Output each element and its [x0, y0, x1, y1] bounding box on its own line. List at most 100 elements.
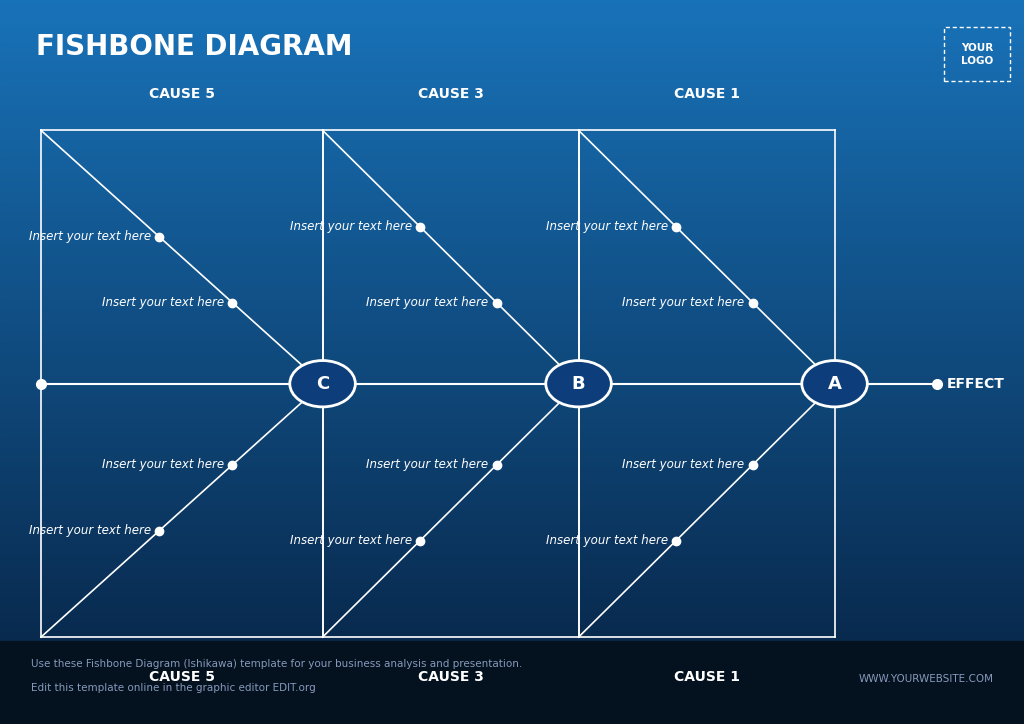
- Bar: [0, 382, 1024, 386]
- Bar: [0, 642, 1024, 647]
- Bar: [0, 545, 1024, 550]
- Bar: [0, 415, 1024, 420]
- Bar: [0, 396, 1024, 400]
- Text: A: A: [827, 375, 842, 392]
- Bar: [0, 550, 1024, 555]
- Bar: [0, 20, 1024, 24]
- Bar: [0, 603, 1024, 608]
- Text: CAUSE 1: CAUSE 1: [674, 87, 739, 101]
- Bar: [0, 299, 1024, 304]
- Bar: [0, 280, 1024, 285]
- Bar: [0, 63, 1024, 67]
- Bar: [0, 353, 1024, 357]
- Bar: [0, 449, 1024, 454]
- Bar: [0, 275, 1024, 280]
- Bar: [0, 411, 1024, 415]
- Bar: [0, 67, 1024, 72]
- Circle shape: [802, 361, 867, 407]
- Text: CAUSE 3: CAUSE 3: [418, 670, 483, 684]
- Bar: [0, 77, 1024, 82]
- Text: Insert your text here: Insert your text here: [367, 458, 488, 471]
- Bar: [0, 516, 1024, 521]
- Bar: [0, 130, 1024, 135]
- Bar: [0, 193, 1024, 198]
- Bar: [0, 125, 1024, 130]
- Bar: [0, 198, 1024, 203]
- Bar: [0, 700, 1024, 704]
- Bar: [0, 521, 1024, 526]
- Bar: [0, 671, 1024, 675]
- Bar: [0, 295, 1024, 299]
- Text: Insert your text here: Insert your text here: [546, 534, 668, 547]
- Bar: [0, 285, 1024, 290]
- Bar: [0, 246, 1024, 251]
- Bar: [0, 555, 1024, 560]
- Bar: [0, 43, 1024, 49]
- Bar: [0, 589, 1024, 594]
- Bar: [0, 179, 1024, 183]
- Bar: [0, 632, 1024, 637]
- Bar: [0, 14, 1024, 20]
- Text: YOUR
LOGO: YOUR LOGO: [961, 43, 993, 65]
- Bar: [0, 212, 1024, 217]
- Bar: [0, 661, 1024, 666]
- Bar: [0, 49, 1024, 53]
- Text: Insert your text here: Insert your text here: [546, 220, 668, 233]
- Bar: [0, 106, 1024, 111]
- Bar: [0, 342, 1024, 348]
- Text: Insert your text here: Insert your text here: [290, 534, 412, 547]
- Bar: [0, 531, 1024, 536]
- Bar: [0, 116, 1024, 121]
- Bar: [0, 338, 1024, 342]
- Bar: [0, 675, 1024, 681]
- Bar: [0, 357, 1024, 362]
- Bar: [0, 391, 1024, 396]
- Bar: [0, 333, 1024, 338]
- Bar: [0, 82, 1024, 87]
- Bar: [0, 599, 1024, 603]
- Bar: [0, 608, 1024, 613]
- Bar: [0, 0, 1024, 5]
- Bar: [0, 613, 1024, 618]
- Circle shape: [546, 361, 611, 407]
- Bar: [0, 584, 1024, 589]
- Bar: [0, 121, 1024, 125]
- Text: FISHBONE DIAGRAM: FISHBONE DIAGRAM: [36, 33, 352, 61]
- Bar: [0, 681, 1024, 686]
- Bar: [0, 145, 1024, 150]
- Text: CAUSE 1: CAUSE 1: [674, 670, 739, 684]
- Bar: [0, 150, 1024, 154]
- Text: CAUSE 5: CAUSE 5: [148, 87, 215, 101]
- Bar: [0, 304, 1024, 309]
- Bar: [0, 420, 1024, 425]
- Bar: [0, 478, 1024, 483]
- Bar: [0, 87, 1024, 92]
- Text: Edit this template online in the graphic editor EDIT.org: Edit this template online in the graphic…: [31, 683, 315, 693]
- Bar: [0, 429, 1024, 434]
- Bar: [0, 164, 1024, 169]
- Bar: [0, 101, 1024, 106]
- Bar: [0, 174, 1024, 179]
- Bar: [0, 618, 1024, 623]
- Bar: [0, 371, 1024, 376]
- Bar: [0, 641, 1024, 724]
- Bar: [0, 560, 1024, 565]
- Bar: [0, 526, 1024, 531]
- Bar: [0, 541, 1024, 545]
- Bar: [0, 492, 1024, 497]
- Bar: [0, 594, 1024, 599]
- Bar: [0, 362, 1024, 367]
- Bar: [0, 290, 1024, 295]
- Bar: [0, 507, 1024, 512]
- Bar: [0, 261, 1024, 266]
- Bar: [0, 570, 1024, 574]
- Bar: [0, 313, 1024, 319]
- Bar: [0, 502, 1024, 507]
- Bar: [0, 34, 1024, 38]
- Bar: [0, 72, 1024, 77]
- Bar: [0, 444, 1024, 449]
- Text: WWW.YOURWEBSITE.COM: WWW.YOURWEBSITE.COM: [858, 674, 993, 684]
- Bar: [0, 251, 1024, 256]
- Bar: [0, 266, 1024, 270]
- Bar: [0, 9, 1024, 14]
